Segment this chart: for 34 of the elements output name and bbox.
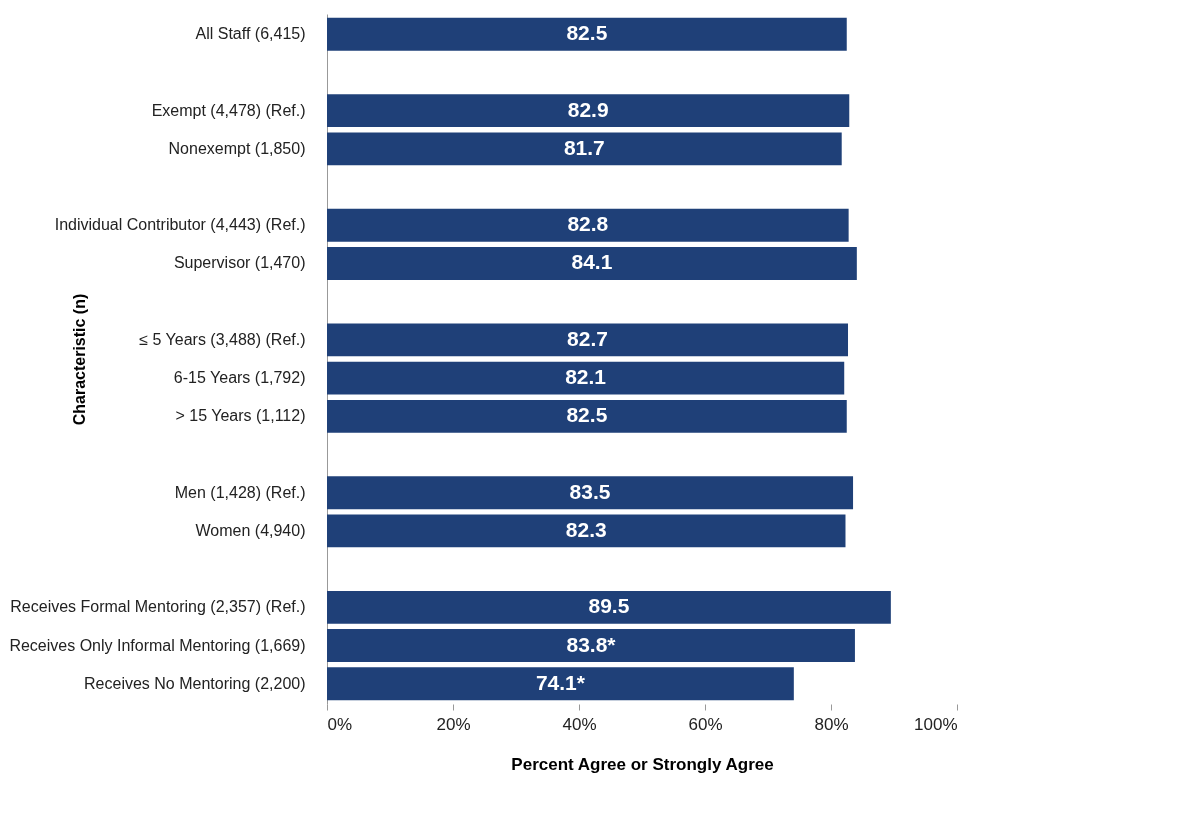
x-axis-title: Percent Agree or Strongly Agree: [511, 754, 774, 774]
x-tick-label: 80%: [814, 714, 849, 734]
y-tick-label: Individual Contributor (4,443) (Ref.): [54, 216, 306, 234]
y-tick-label: 6-15 Years (1,792): [173, 369, 306, 387]
x-tick-label: 20%: [436, 714, 471, 734]
data-label: 74.1*: [535, 670, 586, 694]
y-tick-label: ≤ 5 Years (3,488) (Ref.): [139, 330, 306, 348]
y-tick-label: Exempt (4,478) (Ref.): [151, 101, 306, 119]
data-label: 82.5: [566, 403, 608, 427]
y-tick-label: Supervisor (1,470): [173, 254, 306, 272]
data-label: 82.7: [567, 326, 608, 350]
data-label: 82.8: [567, 212, 609, 236]
data-label: 82.3: [565, 517, 607, 541]
x-tick-label: 0%: [327, 714, 353, 734]
data-label: 82.9: [567, 97, 609, 121]
y-tick-label: Receives Formal Mentoring (2,357) (Ref.): [10, 598, 306, 616]
data-label: 81.7: [563, 135, 605, 159]
data-label: 83.8*: [566, 632, 617, 656]
y-tick-label: All Staff (6,415): [195, 25, 306, 43]
y-axis-title: Characteristic (n): [70, 293, 88, 426]
data-label: 82.1: [565, 365, 607, 389]
x-tick-label: 60%: [688, 714, 723, 734]
data-label: 84.1: [571, 250, 613, 274]
y-tick-label: Receives Only Informal Mentoring (1,669): [9, 636, 306, 654]
y-tick-label: Women (4,940): [195, 521, 306, 539]
y-tick-label: Nonexempt (1,850): [168, 139, 306, 157]
y-tick-label: > 15 Years (1,112): [175, 407, 306, 425]
x-tick-label: 40%: [562, 714, 597, 734]
y-tick-label: Receives No Mentoring (2,200): [84, 674, 306, 692]
data-label: 83.5: [569, 479, 611, 503]
data-label: 89.5: [588, 594, 630, 618]
y-tick-label: Men (1,428) (Ref.): [174, 483, 306, 501]
data-label: 82.5: [566, 21, 608, 45]
x-tick-label: 100%: [914, 714, 958, 734]
